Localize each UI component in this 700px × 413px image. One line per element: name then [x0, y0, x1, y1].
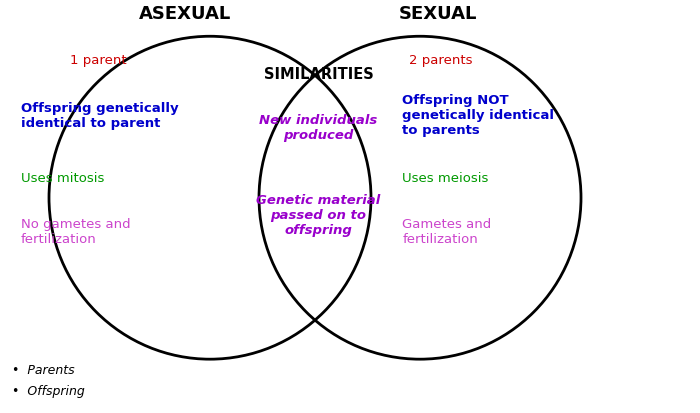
Text: •  Parents: • Parents	[12, 363, 75, 376]
Text: Offspring genetically
identical to parent: Offspring genetically identical to paren…	[21, 102, 178, 130]
Text: SIMILARITIES: SIMILARITIES	[264, 67, 373, 82]
Text: Genetic material
passed on to
offspring: Genetic material passed on to offspring	[256, 193, 381, 236]
Text: 2 parents: 2 parents	[410, 53, 473, 66]
Text: Offspring NOT
genetically identical
to parents: Offspring NOT genetically identical to p…	[402, 94, 554, 137]
Text: Uses meiosis: Uses meiosis	[402, 171, 489, 184]
Text: •  Offspring: • Offspring	[12, 384, 85, 397]
Text: ASEXUAL: ASEXUAL	[139, 5, 232, 24]
Text: New individuals
produced: New individuals produced	[260, 114, 377, 142]
Text: Gametes and
fertilization: Gametes and fertilization	[402, 217, 491, 245]
Text: 1 parent: 1 parent	[70, 53, 127, 66]
Text: SEXUAL: SEXUAL	[398, 5, 477, 24]
Text: No gametes and
fertilization: No gametes and fertilization	[21, 217, 131, 245]
Text: Uses mitosis: Uses mitosis	[21, 171, 104, 184]
